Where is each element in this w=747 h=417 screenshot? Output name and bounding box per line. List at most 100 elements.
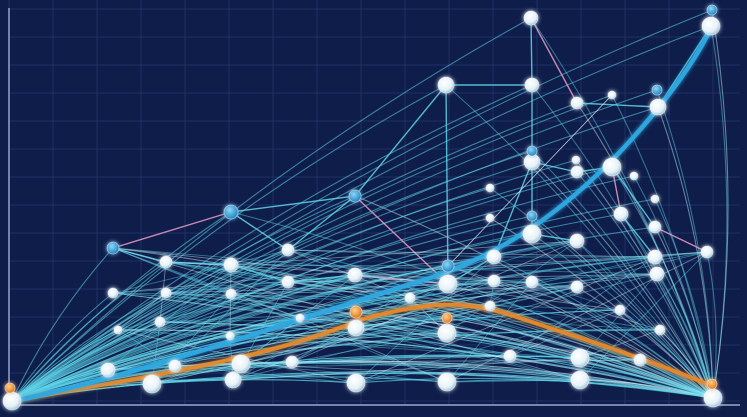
graph-node — [441, 259, 455, 273]
graph-node — [348, 189, 362, 203]
network-edge — [11, 84, 533, 402]
graph-node — [404, 292, 416, 304]
network-edge — [611, 166, 714, 399]
network-edge — [11, 195, 356, 402]
network-edge — [229, 265, 449, 337]
graph-node — [602, 157, 622, 177]
network-edge — [579, 251, 708, 381]
graph-node — [484, 300, 496, 312]
graph-node — [223, 204, 239, 220]
network-edge — [165, 251, 708, 294]
graph-node — [2, 391, 22, 411]
graph-node — [113, 325, 123, 335]
graph-node — [706, 378, 718, 390]
network-edge — [287, 273, 658, 283]
graph-node — [295, 313, 305, 323]
network-edge — [620, 213, 714, 399]
network-edge — [531, 281, 714, 399]
network-edge — [489, 187, 714, 399]
graph-node — [522, 224, 542, 244]
graph-node — [437, 323, 457, 343]
network-edge — [112, 247, 232, 295]
network-edge — [117, 309, 621, 331]
network-edge — [633, 175, 714, 399]
network-edge — [354, 195, 449, 285]
network-edge — [165, 261, 232, 266]
network-edge — [291, 332, 448, 363]
network-edge — [355, 305, 491, 329]
network-edge — [159, 281, 289, 323]
network-edge — [230, 211, 289, 251]
graph-node — [486, 249, 502, 265]
network-edge — [230, 293, 581, 381]
network-edge — [710, 25, 728, 399]
network-edge — [446, 281, 533, 383]
graph-node — [570, 348, 590, 368]
network-edge — [165, 274, 356, 294]
network-edge — [447, 265, 661, 331]
graph-node — [285, 355, 299, 369]
network-edge — [576, 240, 714, 399]
network-edge — [11, 371, 581, 402]
graph-node — [223, 257, 239, 273]
network-edge — [117, 329, 511, 357]
network-edge — [576, 171, 714, 399]
network-edge — [493, 273, 658, 282]
graph-node — [224, 371, 242, 389]
network-edge — [576, 102, 714, 399]
network-edge — [151, 286, 578, 385]
network-edge — [232, 311, 357, 381]
network-edge — [165, 292, 511, 357]
network-edge — [493, 161, 533, 258]
graph-node — [629, 171, 639, 181]
network-edge — [11, 9, 713, 402]
network-edge — [531, 251, 708, 283]
graph-node — [614, 304, 626, 316]
graph-node — [154, 316, 166, 328]
network-edge — [229, 264, 232, 337]
network-edge — [355, 355, 511, 384]
graph-node — [487, 274, 501, 288]
network-edge — [230, 264, 449, 267]
network-edge — [355, 311, 661, 331]
network-edge — [230, 264, 661, 331]
graph-node — [570, 165, 584, 179]
graph-node — [633, 353, 647, 367]
network-edge — [576, 240, 661, 331]
network-edge — [355, 283, 449, 329]
graph-node — [569, 233, 585, 249]
network-edge — [151, 317, 448, 385]
network-edge — [230, 240, 578, 266]
network-edge — [355, 256, 495, 384]
graph-node — [570, 370, 590, 390]
network-edge — [11, 305, 491, 402]
network-edge — [355, 256, 656, 384]
graph-node — [346, 373, 366, 393]
network-nodes — [2, 4, 723, 411]
network-edge — [174, 256, 656, 367]
network-edge — [159, 321, 714, 399]
network-edge — [576, 102, 659, 108]
network-edge — [287, 249, 656, 258]
trend-curves — [13, 23, 716, 404]
network-edge — [287, 280, 495, 283]
network-edge — [579, 357, 714, 399]
graph-node — [703, 388, 723, 408]
graph-node — [650, 194, 660, 204]
graph-node — [649, 266, 665, 282]
network-edge — [240, 281, 533, 365]
network-edge — [299, 317, 581, 381]
network-edge — [11, 247, 114, 402]
network-edge — [230, 293, 301, 319]
graph-node — [648, 220, 662, 234]
network-edge — [174, 249, 289, 367]
network-edge — [354, 84, 447, 197]
graph-node — [654, 324, 666, 336]
network-edge — [165, 292, 621, 311]
network-edge — [174, 365, 357, 384]
network-edge — [619, 309, 714, 399]
network-edge — [112, 247, 449, 285]
network-edge — [509, 256, 656, 357]
graph-node — [142, 374, 162, 394]
graph-node — [107, 287, 119, 299]
